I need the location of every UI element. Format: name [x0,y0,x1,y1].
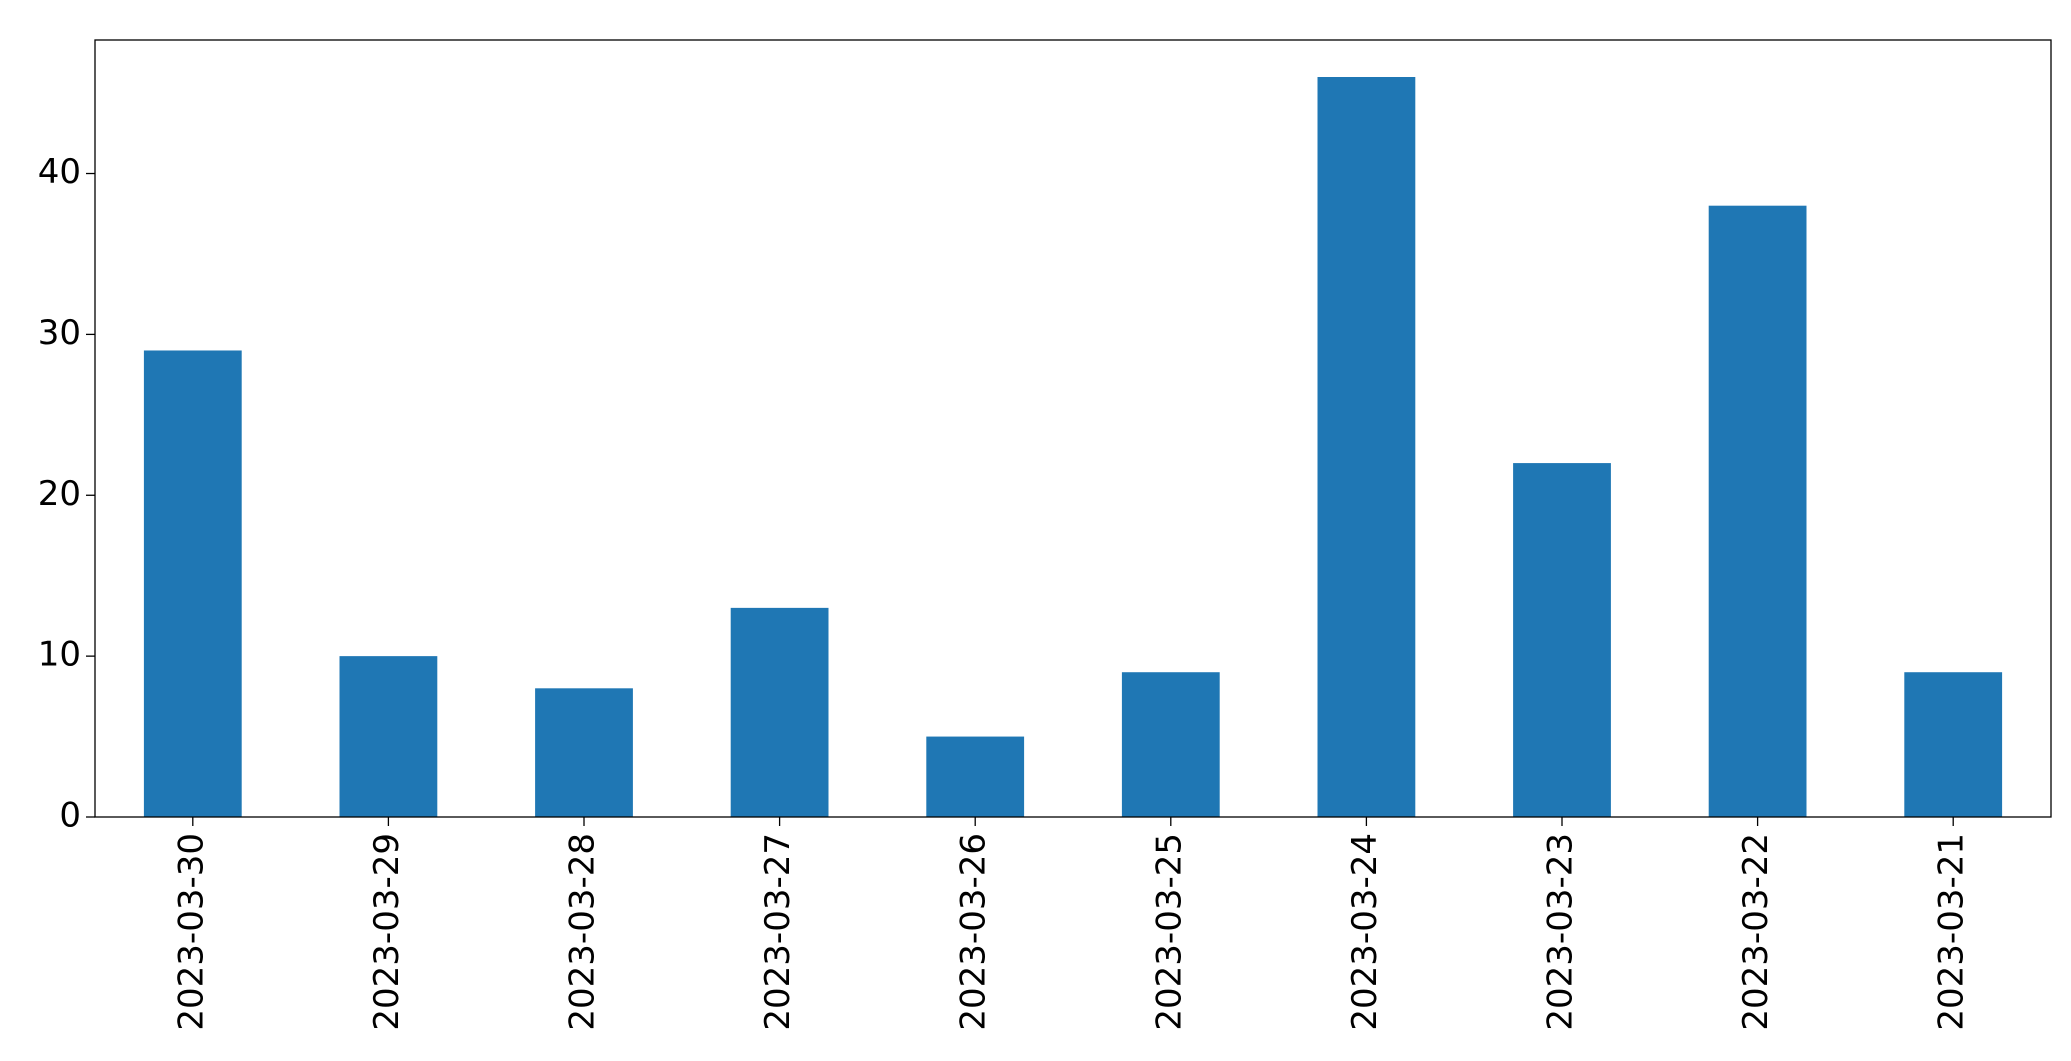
plot-frame [94,39,2052,818]
x-tick-label: 2023-03-25 [1149,833,1189,1031]
bar [1121,672,1220,817]
y-tick-label: 30 [38,313,81,353]
x-tick-label: 2023-03-22 [1736,833,1776,1031]
bar [1513,463,1611,817]
y-tick-label: 40 [38,152,81,192]
y-tick-label: 20 [38,474,81,514]
x-tick-label: 2023-03-23 [1541,833,1581,1031]
x-tick-label: 2023-03-24 [1345,833,1385,1031]
bar [143,350,242,817]
x-tick-label: 2023-03-30 [171,833,211,1031]
x-tick-label: 2023-03-29 [367,833,407,1031]
x-tick-label: 2023-03-21 [1932,833,1972,1031]
bar [1317,77,1416,817]
y-tick-label: 0 [59,796,81,836]
bar [1904,672,2003,817]
bar [339,656,438,817]
x-tick-label: 2023-03-27 [758,833,798,1031]
x-tick-label: 2023-03-26 [954,833,994,1031]
y-tick-label: 10 [38,635,81,675]
bar [1708,205,1807,817]
bar [535,688,633,817]
x-tick-label: 2023-03-28 [563,833,603,1031]
bar [926,736,1025,817]
bar [730,607,829,817]
